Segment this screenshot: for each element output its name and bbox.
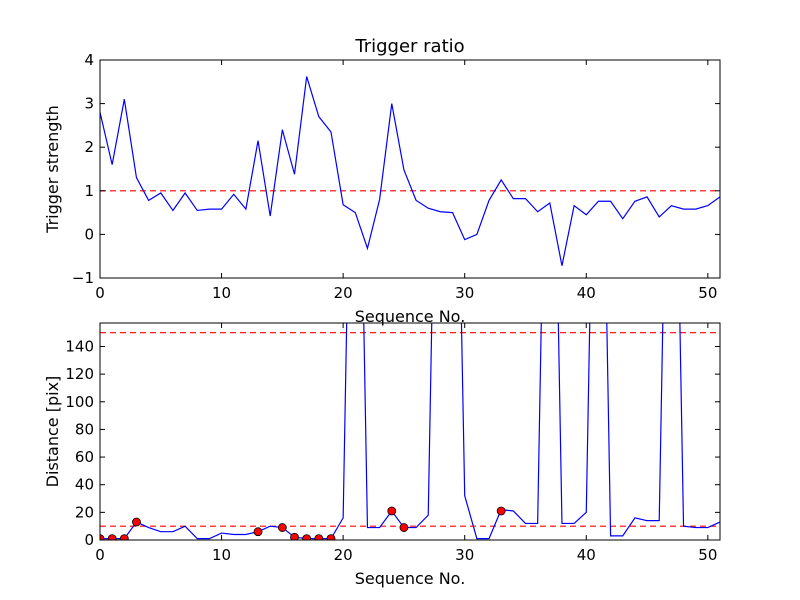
- chart-0-x-tick-label-5: 50: [698, 284, 717, 302]
- chart-1-y-axis-label: Distance [pix]: [43, 376, 62, 488]
- chart-0-y-tick-label-2: 1: [84, 182, 94, 200]
- chart-0-y-tick-label-5: 4: [84, 51, 94, 69]
- chart-0-x-tick-label-3: 30: [455, 284, 474, 302]
- chart-1-y-tick-label-0: 0: [84, 531, 94, 549]
- chart-0-y-tick-label-3: 2: [84, 138, 94, 156]
- chart-1-series-line-0: [100, 323, 720, 540]
- chart-1-data-point-8: [314, 534, 324, 540]
- chart-1-y-tick-label-1: 20: [75, 503, 94, 521]
- chart-1-x-tick-label-4: 40: [577, 546, 596, 564]
- chart-0-y-tick-label-4: 3: [84, 95, 94, 113]
- chart-1-y-tick-label-6: 120: [65, 365, 94, 383]
- chart-1-data-point-9: [326, 534, 336, 540]
- chart-0-y-axis-label: Trigger strength: [43, 105, 62, 234]
- chart-1-data-point-5: [277, 523, 287, 532]
- chart-1-x-axis-label: Sequence No.: [355, 569, 466, 588]
- chart-1-data-point-2: [119, 534, 129, 540]
- chart-1-y-tick-label-2: 40: [75, 476, 94, 494]
- chart-1-plot-area: [100, 323, 720, 540]
- chart-0-series-line-0: [100, 76, 720, 266]
- chart-1-x-tick-label-0: 0: [95, 546, 105, 564]
- chart-0-y-tick-label-0: −1: [72, 269, 94, 287]
- chart-1-data-point-10: [387, 506, 397, 516]
- chart-1-data-point-7: [302, 534, 312, 540]
- chart-0-title: Trigger ratio: [354, 36, 464, 57]
- chart-1-y-tick-label-7: 140: [65, 337, 94, 355]
- chart-1-x-tick-label-2: 20: [334, 546, 353, 564]
- chart-1-data-point-12: [496, 506, 506, 516]
- chart-0-x-tick-label-0: 0: [95, 284, 105, 302]
- chart-1-y-tick-label-5: 100: [65, 393, 94, 411]
- chart-1-x-tick-label-5: 50: [698, 546, 717, 564]
- chart-0-x-tick-label-1: 10: [212, 284, 231, 302]
- chart-1-x-tick-label-3: 30: [455, 546, 474, 564]
- chart-0-plot-area: [100, 76, 720, 266]
- chart-0-y-tick-label-1: 0: [84, 225, 94, 243]
- chart-1-data-point-0: [100, 534, 105, 540]
- chart-1-data-point-4: [253, 527, 263, 537]
- chart-0-x-axis-label: Sequence No.: [355, 307, 466, 326]
- chart-1-data-point-1: [107, 534, 117, 540]
- chart-1-data-point-3: [132, 517, 141, 527]
- distance-panel: 0 10 20 30 40 50 0 20 40 60 80 100 120 140 Sequence No…: [43, 322, 721, 588]
- chart-1-data-point-11: [399, 523, 409, 532]
- chart-0-axes-frame: [99, 59, 721, 279]
- chart-1-y-tick-label-4: 80: [75, 420, 94, 438]
- chart-1-axes-frame: [99, 322, 721, 541]
- chart-1-y-tick-label-3: 60: [75, 448, 94, 466]
- chart-0-x-tick-label-2: 20: [334, 284, 353, 302]
- chart-0-x-tick-label-4: 40: [577, 284, 596, 302]
- chart-1-x-tick-label-1: 10: [212, 546, 231, 564]
- chart-1-data-point-6: [290, 532, 299, 540]
